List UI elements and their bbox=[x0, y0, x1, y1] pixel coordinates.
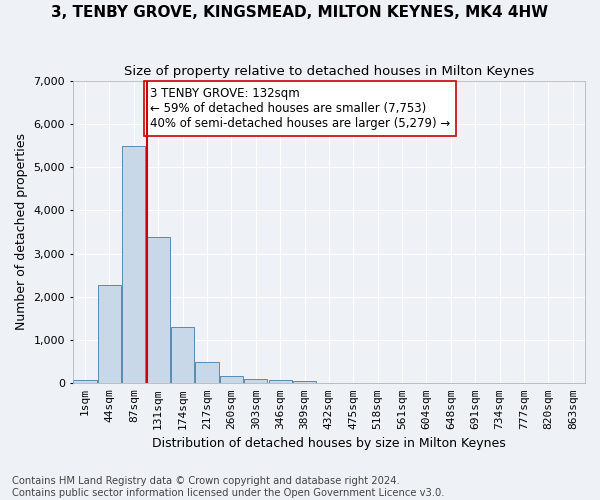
Y-axis label: Number of detached properties: Number of detached properties bbox=[15, 134, 28, 330]
Bar bbox=[196, 362, 218, 384]
Bar bbox=[244, 380, 268, 384]
Text: 3, TENBY GROVE, KINGSMEAD, MILTON KEYNES, MK4 4HW: 3, TENBY GROVE, KINGSMEAD, MILTON KEYNES… bbox=[52, 5, 548, 20]
Text: 3 TENBY GROVE: 132sqm
← 59% of detached houses are smaller (7,753)
40% of semi-d: 3 TENBY GROVE: 132sqm ← 59% of detached … bbox=[150, 87, 451, 130]
Bar bbox=[269, 380, 292, 384]
Bar bbox=[293, 380, 316, 384]
Bar bbox=[73, 380, 97, 384]
Bar bbox=[171, 326, 194, 384]
Bar bbox=[220, 376, 243, 384]
Bar bbox=[122, 146, 145, 384]
Bar bbox=[98, 285, 121, 384]
Title: Size of property relative to detached houses in Milton Keynes: Size of property relative to detached ho… bbox=[124, 65, 534, 78]
Bar bbox=[146, 237, 170, 384]
Text: Contains HM Land Registry data © Crown copyright and database right 2024.
Contai: Contains HM Land Registry data © Crown c… bbox=[12, 476, 445, 498]
X-axis label: Distribution of detached houses by size in Milton Keynes: Distribution of detached houses by size … bbox=[152, 437, 506, 450]
